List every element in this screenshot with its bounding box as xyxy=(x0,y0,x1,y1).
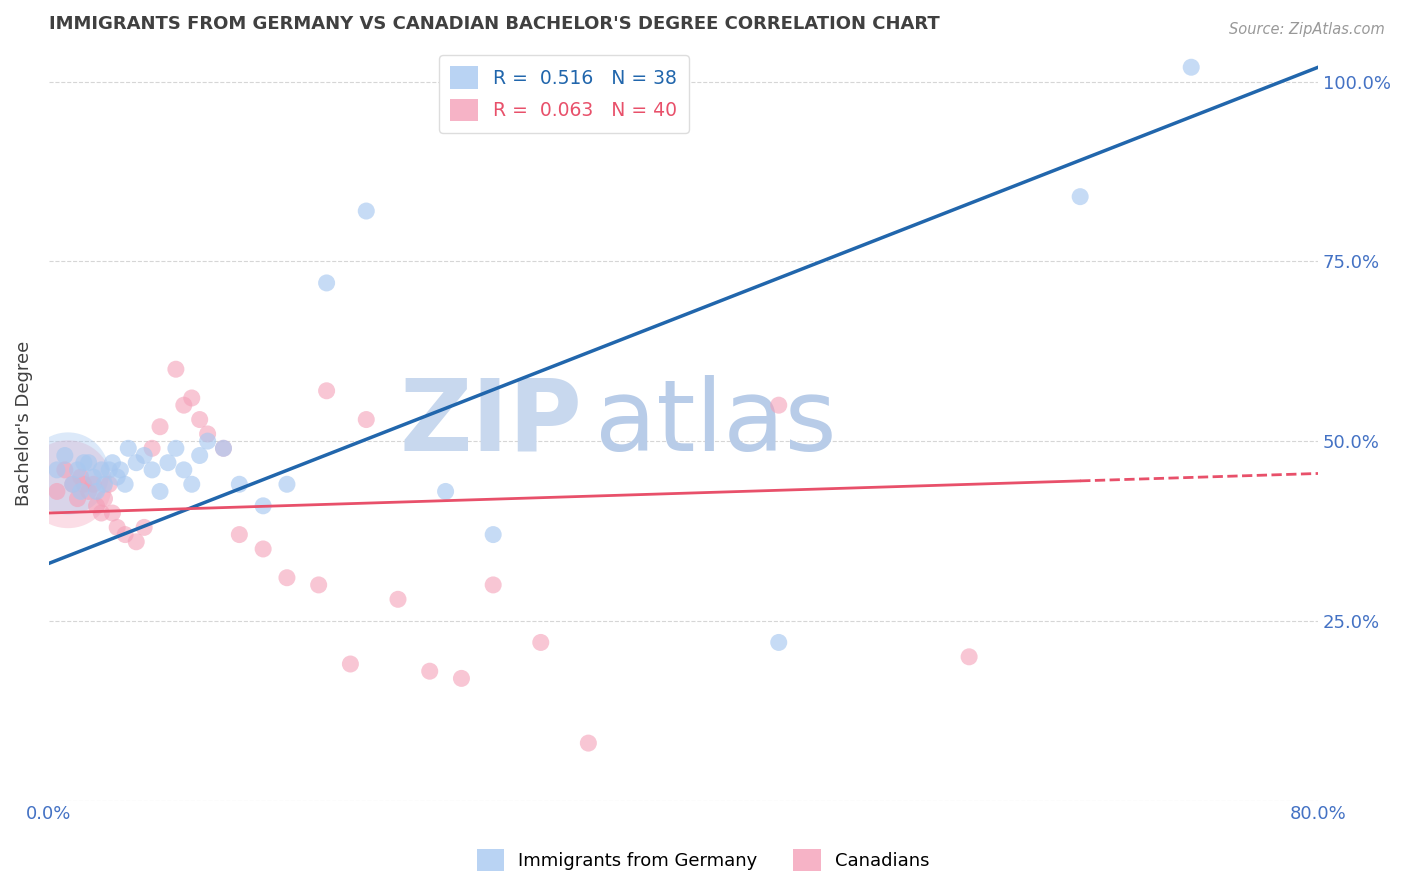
Point xyxy=(173,398,195,412)
Point xyxy=(276,477,298,491)
Text: Source: ZipAtlas.com: Source: ZipAtlas.com xyxy=(1229,22,1385,37)
Point xyxy=(56,467,79,481)
Point xyxy=(73,456,96,470)
Point xyxy=(56,477,79,491)
Point xyxy=(82,470,104,484)
Point xyxy=(98,463,121,477)
Point xyxy=(228,527,250,541)
Point xyxy=(93,491,115,506)
Point xyxy=(450,672,472,686)
Point xyxy=(308,578,330,592)
Point xyxy=(134,449,156,463)
Point xyxy=(105,470,128,484)
Point xyxy=(90,506,112,520)
Point xyxy=(276,571,298,585)
Point xyxy=(165,442,187,456)
Point xyxy=(86,499,108,513)
Point xyxy=(188,449,211,463)
Point xyxy=(134,520,156,534)
Point xyxy=(149,419,172,434)
Point xyxy=(482,578,505,592)
Point xyxy=(530,635,553,649)
Point xyxy=(117,442,139,456)
Point xyxy=(356,412,378,426)
Point xyxy=(419,664,441,678)
Point xyxy=(356,204,378,219)
Point xyxy=(77,484,100,499)
Point xyxy=(252,499,274,513)
Point xyxy=(62,477,84,491)
Point xyxy=(387,592,409,607)
Point xyxy=(141,463,163,477)
Point xyxy=(98,477,121,491)
Point xyxy=(110,463,132,477)
Point xyxy=(576,736,599,750)
Point xyxy=(125,456,148,470)
Text: IMMIGRANTS FROM GERMANY VS CANADIAN BACHELOR'S DEGREE CORRELATION CHART: IMMIGRANTS FROM GERMANY VS CANADIAN BACH… xyxy=(49,15,939,33)
Point xyxy=(339,657,361,671)
Point xyxy=(53,463,76,477)
Point xyxy=(315,276,337,290)
Point xyxy=(434,484,457,499)
Point xyxy=(66,463,89,477)
Point xyxy=(228,477,250,491)
Point xyxy=(252,541,274,556)
Point xyxy=(101,506,124,520)
Point xyxy=(180,477,202,491)
Point xyxy=(1069,189,1091,203)
Point xyxy=(197,426,219,441)
Point xyxy=(66,491,89,506)
Point xyxy=(105,520,128,534)
Point xyxy=(53,449,76,463)
Point xyxy=(315,384,337,398)
Point xyxy=(86,484,108,499)
Point xyxy=(69,484,91,499)
Point xyxy=(62,477,84,491)
Point xyxy=(165,362,187,376)
Point xyxy=(93,477,115,491)
Point xyxy=(45,463,67,477)
Point xyxy=(768,398,790,412)
Point xyxy=(482,527,505,541)
Point xyxy=(141,442,163,456)
Point xyxy=(197,434,219,449)
Point xyxy=(768,635,790,649)
Point xyxy=(173,463,195,477)
Point xyxy=(45,484,67,499)
Point xyxy=(212,442,235,456)
Point xyxy=(149,484,172,499)
Point xyxy=(82,477,104,491)
Point xyxy=(101,456,124,470)
Point xyxy=(69,470,91,484)
Text: atlas: atlas xyxy=(595,375,837,472)
Y-axis label: Bachelor's Degree: Bachelor's Degree xyxy=(15,341,32,506)
Text: ZIP: ZIP xyxy=(399,375,582,472)
Point xyxy=(73,477,96,491)
Legend: Immigrants from Germany, Canadians: Immigrants from Germany, Canadians xyxy=(470,842,936,879)
Point xyxy=(125,534,148,549)
Point xyxy=(77,456,100,470)
Point xyxy=(90,463,112,477)
Point xyxy=(188,412,211,426)
Point xyxy=(114,527,136,541)
Point xyxy=(212,442,235,456)
Point xyxy=(114,477,136,491)
Point xyxy=(1180,60,1202,74)
Point xyxy=(957,649,980,664)
Legend: R =  0.516   N = 38, R =  0.063   N = 40: R = 0.516 N = 38, R = 0.063 N = 40 xyxy=(439,55,689,133)
Point xyxy=(156,456,179,470)
Point xyxy=(180,391,202,405)
